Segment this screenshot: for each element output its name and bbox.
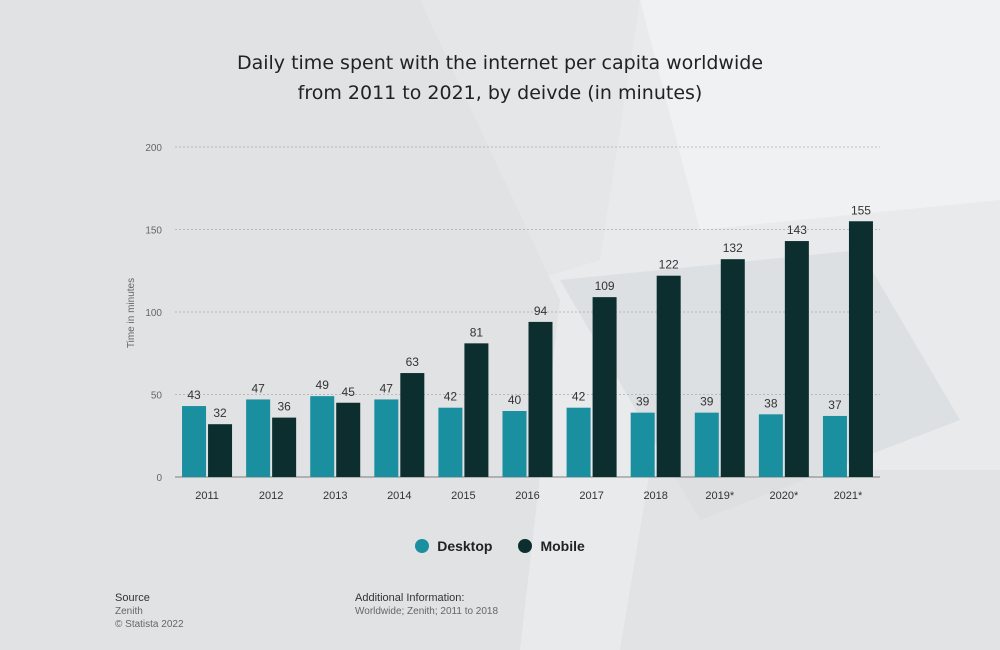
legend-item-desktop[interactable]: Desktop [415, 538, 492, 554]
x-tick-label: 2019* [705, 490, 734, 502]
chart-title-line-2: from 2011 to 2021, by deivde (in minutes… [297, 82, 703, 104]
x-tick-label: 2013 [323, 490, 347, 502]
x-tick-label: 2015 [451, 490, 475, 502]
bar-desktop [630, 412, 655, 477]
x-tick-labels: 2011 2012 2013 2014 2015 2016 2017 2018 2019* 202… [195, 490, 863, 502]
bar-mobile [784, 241, 809, 477]
bar-mobile [528, 321, 553, 477]
x-tick-label: 2018 [643, 490, 667, 502]
additional-info-heading: Additional Information: [355, 592, 465, 604]
y-tick-label: 0 [156, 473, 162, 484]
data-label: 39 [700, 395, 714, 409]
bar-desktop [182, 406, 207, 477]
data-label: 143 [787, 223, 807, 237]
data-label: 37 [828, 398, 842, 412]
legend-item-mobile[interactable]: Mobile [518, 538, 585, 554]
x-tick-label: 2021* [834, 490, 863, 502]
chart-title: Daily time spent with the internet per c… [0, 48, 1000, 108]
bar-desktop [694, 412, 719, 477]
data-label: 47 [251, 381, 265, 395]
x-tick-label: 2011 [195, 490, 219, 502]
data-label: 81 [470, 325, 484, 339]
data-label: 39 [636, 395, 650, 409]
bar-desktop [310, 396, 335, 477]
bar-desktop [566, 407, 591, 477]
bar-desktop [502, 411, 527, 477]
y-axis-title: Time in minutes [126, 278, 137, 348]
x-tick-label: 2016 [515, 490, 539, 502]
y-tick-label: 200 [145, 143, 162, 154]
bar-mobile [272, 417, 297, 477]
data-label: 45 [342, 385, 356, 399]
bars: 43 32 47 36 49 45 47 63 42 81 40 94 42 109 39 122 39 132 3… [182, 203, 873, 477]
bar-desktop [758, 414, 783, 477]
bar-desktop [246, 399, 271, 477]
source-heading: Source [115, 592, 150, 604]
y-tick-label: 100 [145, 308, 162, 319]
data-label: 49 [316, 378, 330, 392]
chart-title-line-1: Daily time spent with the internet per c… [236, 52, 764, 74]
additional-info-block: Additional Information: Worldwide; Zenit… [355, 592, 498, 618]
bar-desktop [374, 399, 399, 477]
legend-label-mobile: Mobile [540, 538, 585, 554]
data-label: 42 [444, 390, 458, 404]
data-label: 63 [406, 355, 420, 369]
additional-info-text: Worldwide; Zenith; 2011 to 2018 [355, 606, 499, 617]
bar-mobile [592, 297, 617, 477]
data-label: 132 [723, 241, 743, 255]
bar-mobile [400, 373, 425, 477]
x-tick-label: 2020* [769, 490, 798, 502]
data-label: 32 [213, 406, 227, 420]
x-tick-label: 2017 [579, 490, 603, 502]
bar-mobile [336, 402, 361, 477]
data-label: 109 [595, 279, 615, 293]
bar-mobile [720, 259, 745, 477]
data-label: 38 [764, 396, 778, 410]
y-tick-label: 150 [145, 226, 162, 237]
data-label: 122 [659, 258, 679, 272]
y-tick-labels: 0 50 100 150 200 [145, 143, 162, 484]
data-label: 94 [534, 304, 548, 318]
bar-desktop [822, 415, 847, 477]
data-label: 47 [380, 381, 394, 395]
data-label: 40 [508, 393, 522, 407]
data-label: 155 [851, 203, 871, 217]
bar-mobile [848, 221, 873, 477]
legend-label-desktop: Desktop [437, 538, 493, 554]
bar-mobile [208, 424, 233, 477]
bar-mobile [656, 275, 681, 477]
legend-swatch-desktop [415, 539, 430, 553]
source-block: Source Zenith © Statista 2022 [115, 592, 184, 631]
data-label: 42 [572, 390, 586, 404]
source-line-2: © Statista 2022 [115, 619, 184, 630]
source-line-1[interactable]: Zenith [115, 606, 143, 617]
data-label: 36 [277, 400, 291, 414]
bar-mobile [464, 343, 489, 477]
x-tick-label: 2012 [259, 490, 283, 502]
data-label: 43 [187, 388, 201, 402]
legend-swatch-mobile [518, 539, 533, 553]
bar-desktop [438, 407, 463, 477]
x-tick-label: 2014 [387, 490, 411, 502]
y-tick-label: 50 [151, 391, 163, 402]
legend: Desktop Mobile [0, 538, 1000, 554]
